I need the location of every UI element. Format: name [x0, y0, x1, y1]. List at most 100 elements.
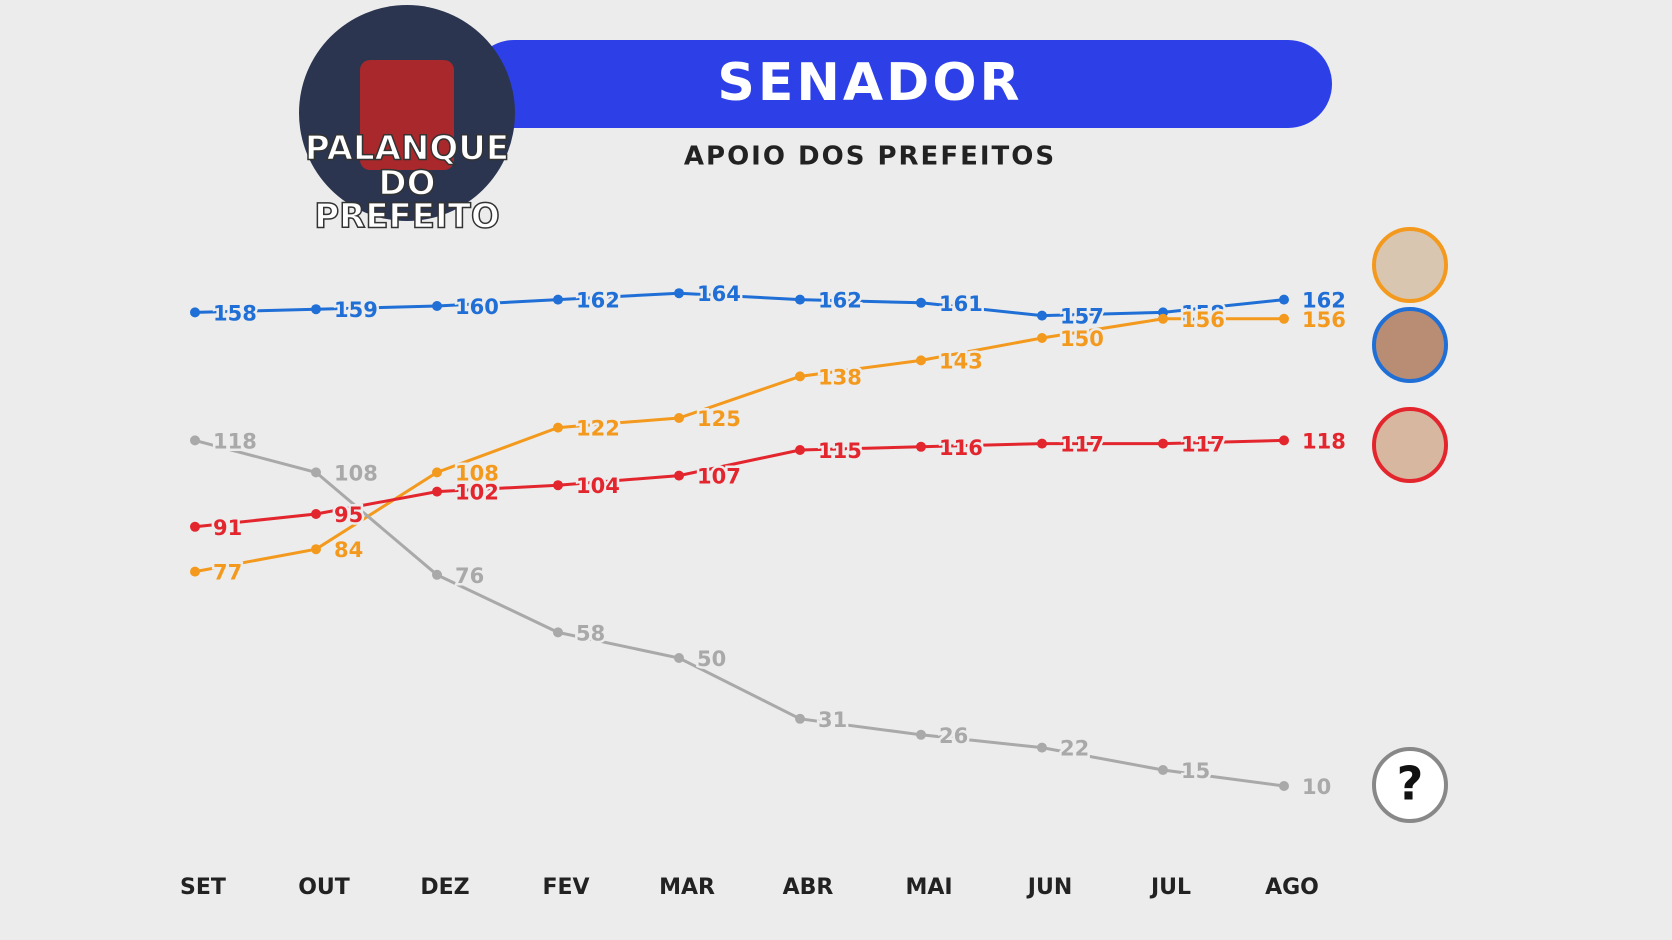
value-label: 158	[213, 301, 257, 325]
value-label: 116	[939, 436, 983, 460]
data-point	[311, 304, 321, 315]
x-tick-label: JUN	[1026, 875, 1072, 900]
value-label: 108	[334, 461, 378, 485]
value-label: 10	[1302, 775, 1331, 799]
x-tick-label: MAR	[659, 875, 715, 900]
data-point	[311, 467, 321, 478]
value-label: 104	[576, 474, 620, 498]
x-tick-label: ABR	[783, 875, 834, 900]
data-point	[1279, 313, 1289, 324]
value-label: 162	[818, 289, 862, 313]
value-label: 118	[1302, 429, 1346, 453]
data-point	[1037, 742, 1047, 753]
logo-text: PREFEITO	[314, 197, 500, 237]
value-label: 58	[576, 621, 605, 645]
value-label: 125	[697, 407, 741, 431]
chart-title: SENADOR	[717, 53, 1022, 113]
avatar	[1372, 747, 1448, 823]
data-point	[1279, 294, 1289, 305]
chart-subtitle: APOIO DOS PREFEITOS	[684, 142, 1056, 172]
value-label: 84	[334, 538, 363, 562]
value-label: 15	[1181, 759, 1210, 783]
value-label: 76	[455, 564, 484, 588]
data-point	[190, 307, 200, 318]
data-point	[795, 445, 805, 455]
data-point	[1037, 333, 1047, 343]
logo: PALANQUE DO PREFEITO	[299, 5, 515, 237]
data-point	[432, 301, 442, 311]
data-point	[1158, 765, 1168, 775]
value-label: 22	[1060, 737, 1089, 761]
series-line	[194, 438, 1285, 788]
value-label: 95	[334, 503, 363, 527]
value-label: 91	[213, 516, 242, 540]
data-point	[674, 288, 684, 299]
value-label: 117	[1060, 433, 1104, 457]
logo-text: DO	[378, 164, 435, 204]
data-point	[1279, 435, 1289, 446]
data-point	[674, 413, 684, 423]
data-point	[1037, 310, 1047, 321]
data-point	[1158, 438, 1168, 449]
avatars: ?	[1372, 227, 1448, 823]
value-label: 107	[697, 465, 741, 489]
value-label: 50	[697, 647, 726, 671]
data-point	[553, 627, 563, 638]
value-label: 143	[939, 349, 983, 373]
data-point	[916, 729, 926, 740]
logo-figure	[360, 60, 454, 170]
data-point	[916, 441, 926, 452]
data-point	[311, 509, 321, 519]
value-label: 162	[1302, 289, 1346, 313]
avatar	[1372, 227, 1448, 303]
data-point	[674, 470, 684, 481]
data-point	[795, 371, 805, 382]
value-label: 150	[1060, 327, 1104, 351]
avatar	[1372, 407, 1448, 483]
value-label: 162	[576, 289, 620, 313]
data-point	[916, 297, 926, 308]
value-label: 122	[576, 417, 620, 441]
avatar	[1372, 307, 1448, 383]
x-tick-label: OUT	[298, 875, 350, 900]
data-point	[795, 713, 805, 724]
x-tick-label: SET	[180, 875, 226, 900]
value-label: 31	[818, 708, 847, 732]
data-point	[1279, 781, 1289, 791]
data-point	[190, 435, 200, 446]
data-point	[553, 480, 563, 491]
value-label: 108	[455, 461, 499, 485]
value-label: 138	[818, 365, 862, 389]
value-label: 156	[1302, 308, 1346, 332]
x-tick-label: MAI	[905, 875, 952, 900]
data-point	[190, 566, 200, 577]
value-label: 102	[455, 481, 499, 505]
x-tick-label: AGO	[1265, 875, 1319, 900]
value-label: 115	[818, 439, 862, 463]
value-label: 157	[1060, 305, 1104, 329]
value-label: 117	[1181, 433, 1225, 457]
value-label: 159	[334, 298, 378, 322]
value-label: 26	[939, 724, 968, 748]
data-point	[795, 294, 805, 305]
x-tick-label: JUL	[1149, 875, 1191, 900]
value-label: 118	[213, 429, 257, 453]
data-point	[674, 653, 684, 663]
data-point	[432, 467, 442, 478]
value-label: 158	[1181, 301, 1225, 325]
data-point	[1037, 438, 1047, 449]
data-point	[311, 544, 321, 555]
value-label: 164	[697, 282, 741, 306]
value-label: 161	[939, 292, 983, 316]
value-label: 160	[455, 295, 499, 319]
x-tick-label: DEZ	[420, 875, 469, 900]
value-label: 156	[1181, 308, 1225, 332]
data-point	[1158, 313, 1168, 324]
unknown-marker: ?	[1397, 757, 1424, 811]
series-line	[194, 291, 1285, 318]
data-point	[553, 294, 563, 305]
data-point	[916, 355, 926, 366]
series-line	[194, 438, 1285, 529]
data-point	[190, 521, 200, 532]
